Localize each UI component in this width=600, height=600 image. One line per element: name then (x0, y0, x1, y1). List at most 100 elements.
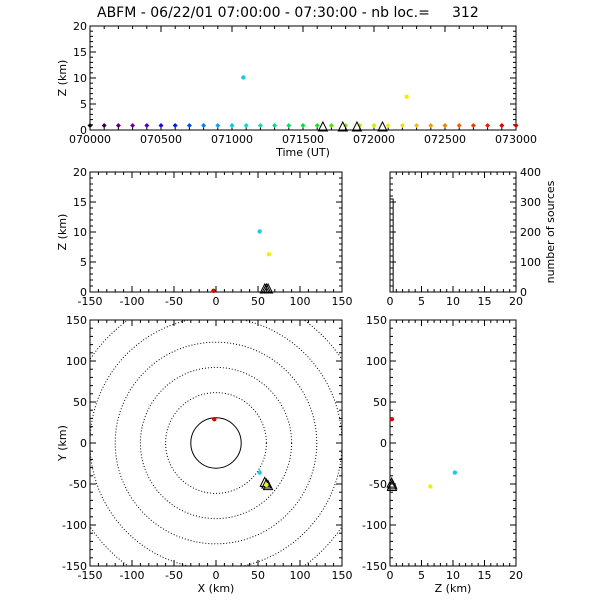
time-color-marker (130, 123, 136, 128)
time-color-marker (371, 123, 377, 128)
y-tick-label: 50 (73, 396, 87, 409)
y-tick-label: -100 (62, 519, 87, 532)
plot-frame (89, 319, 343, 567)
y-tick-label: 0 (80, 124, 87, 137)
x-tick-label: 070000 (69, 133, 111, 146)
plot-frame (389, 319, 517, 567)
x-tick-label: 10 (446, 295, 460, 308)
x-tick-label: 0 (387, 295, 394, 308)
x-tick-label: 15 (478, 295, 492, 308)
time-color-marker (456, 123, 462, 128)
x-tick-label: 0 (387, 569, 394, 582)
y-tick-label: 20 (73, 20, 87, 33)
sensor-triangle (386, 480, 398, 491)
x-tick-label: 150 (332, 295, 353, 308)
source-point (404, 94, 409, 99)
y-tick-label: 20 (73, 166, 87, 179)
y-tick-label: 0 (80, 437, 87, 450)
time-color-marker (186, 123, 192, 128)
x-tick-label: -50 (165, 569, 183, 582)
range-ring (165, 392, 267, 494)
x-axis-label: Time (UT) (275, 146, 330, 159)
x-tick-label: 100 (290, 569, 311, 582)
time-color-marker (428, 123, 434, 128)
source-point (264, 482, 269, 488)
source-point (428, 484, 433, 489)
sensor-triangle (351, 120, 363, 132)
time-color-marker (201, 123, 207, 128)
x-tick-label: 150 (332, 569, 353, 582)
time-color-marker (286, 123, 292, 128)
histogram-bar (389, 198, 394, 292)
x-axis-label: X (km) (198, 582, 235, 595)
y-axis-label: number of sources (544, 180, 557, 283)
x-tick-label: 20 (509, 295, 523, 308)
x-tick-label: 15 (478, 569, 492, 582)
y-tick-label: -100 (362, 519, 387, 532)
figure-title: ABFM - 06/22/01 07:00:00 - 07:30:00 - nb… (97, 5, 430, 21)
x-tick-label: 50 (251, 569, 265, 582)
range-ring (139, 366, 293, 520)
x-tick-label: 072500 (424, 133, 466, 146)
x-tick-label: 10 (446, 569, 460, 582)
x-axis-label: Z (km) (435, 582, 472, 595)
range-ring (90, 320, 342, 566)
y-tick-label: 15 (73, 196, 87, 209)
time-color-marker (87, 123, 93, 128)
x-tick-label: -150 (78, 295, 103, 308)
y-tick-label: 0 (380, 437, 387, 450)
sensor-triangle (317, 120, 329, 132)
time-color-marker (385, 123, 391, 128)
time-color-marker (115, 123, 121, 128)
plot-frame (89, 25, 517, 131)
y-tick-label: 200 (520, 226, 541, 239)
x-tick-label: -150 (78, 569, 103, 582)
range-ring (90, 320, 342, 566)
y-axis-label: Z (km) (56, 60, 69, 97)
x-tick-label: 5 (418, 569, 425, 582)
time-color-marker (215, 123, 221, 128)
time-color-marker (243, 123, 249, 128)
time-color-marker (158, 123, 164, 128)
x-tick-label: 071500 (282, 133, 324, 146)
source-point (389, 417, 395, 422)
y-tick-label: 15 (73, 46, 87, 59)
plot-frame (89, 171, 343, 293)
y-tick-label: -50 (69, 478, 87, 491)
y-tick-label: 400 (520, 166, 541, 179)
y-tick-label: 10 (73, 72, 87, 85)
x-tick-label: 5 (418, 295, 425, 308)
y-tick-label: 150 (366, 314, 387, 327)
source-point (212, 417, 217, 422)
y-tick-label: 5 (80, 98, 87, 111)
y-tick-label: 0 (520, 286, 527, 299)
time-color-marker (470, 123, 476, 128)
figure-title-count: 312 (452, 5, 479, 21)
range-rings (90, 320, 342, 566)
y-tick-label: 10 (73, 226, 87, 239)
x-tick-label: 071000 (211, 133, 253, 146)
source-point (266, 252, 272, 257)
source-point (241, 75, 246, 80)
time-color-marker (101, 123, 107, 128)
x-tick-label: 072000 (353, 133, 395, 146)
time-color-marker (499, 123, 505, 128)
x-tick-label: 073000 (495, 133, 537, 146)
range-ring (114, 341, 318, 545)
y-tick-label: 100 (66, 355, 87, 368)
x-tick-label: 20 (509, 569, 523, 582)
panel-height-y: 0 5 10 15 20 -150 -100 -50 0 50 100 150 Z (km) (362, 314, 523, 595)
y-tick-label: 100 (366, 355, 387, 368)
sensor-triangle (337, 120, 349, 132)
time-color-marker (414, 123, 420, 128)
sensor-triangle (262, 282, 274, 294)
panel-plan-view: -150 -100 -50 0 50 100 150 -150 -100 -50 0 50 100 150… (56, 314, 353, 595)
panel-time-height: 070000 070500 071000 071500 072000 072500 0730… (56, 20, 537, 159)
x-tick-label: -50 (165, 295, 183, 308)
y-tick-label: 300 (520, 196, 541, 209)
time-color-marker (485, 123, 491, 128)
source-point (257, 470, 262, 475)
y-axis-label: Y (km) (56, 425, 69, 462)
